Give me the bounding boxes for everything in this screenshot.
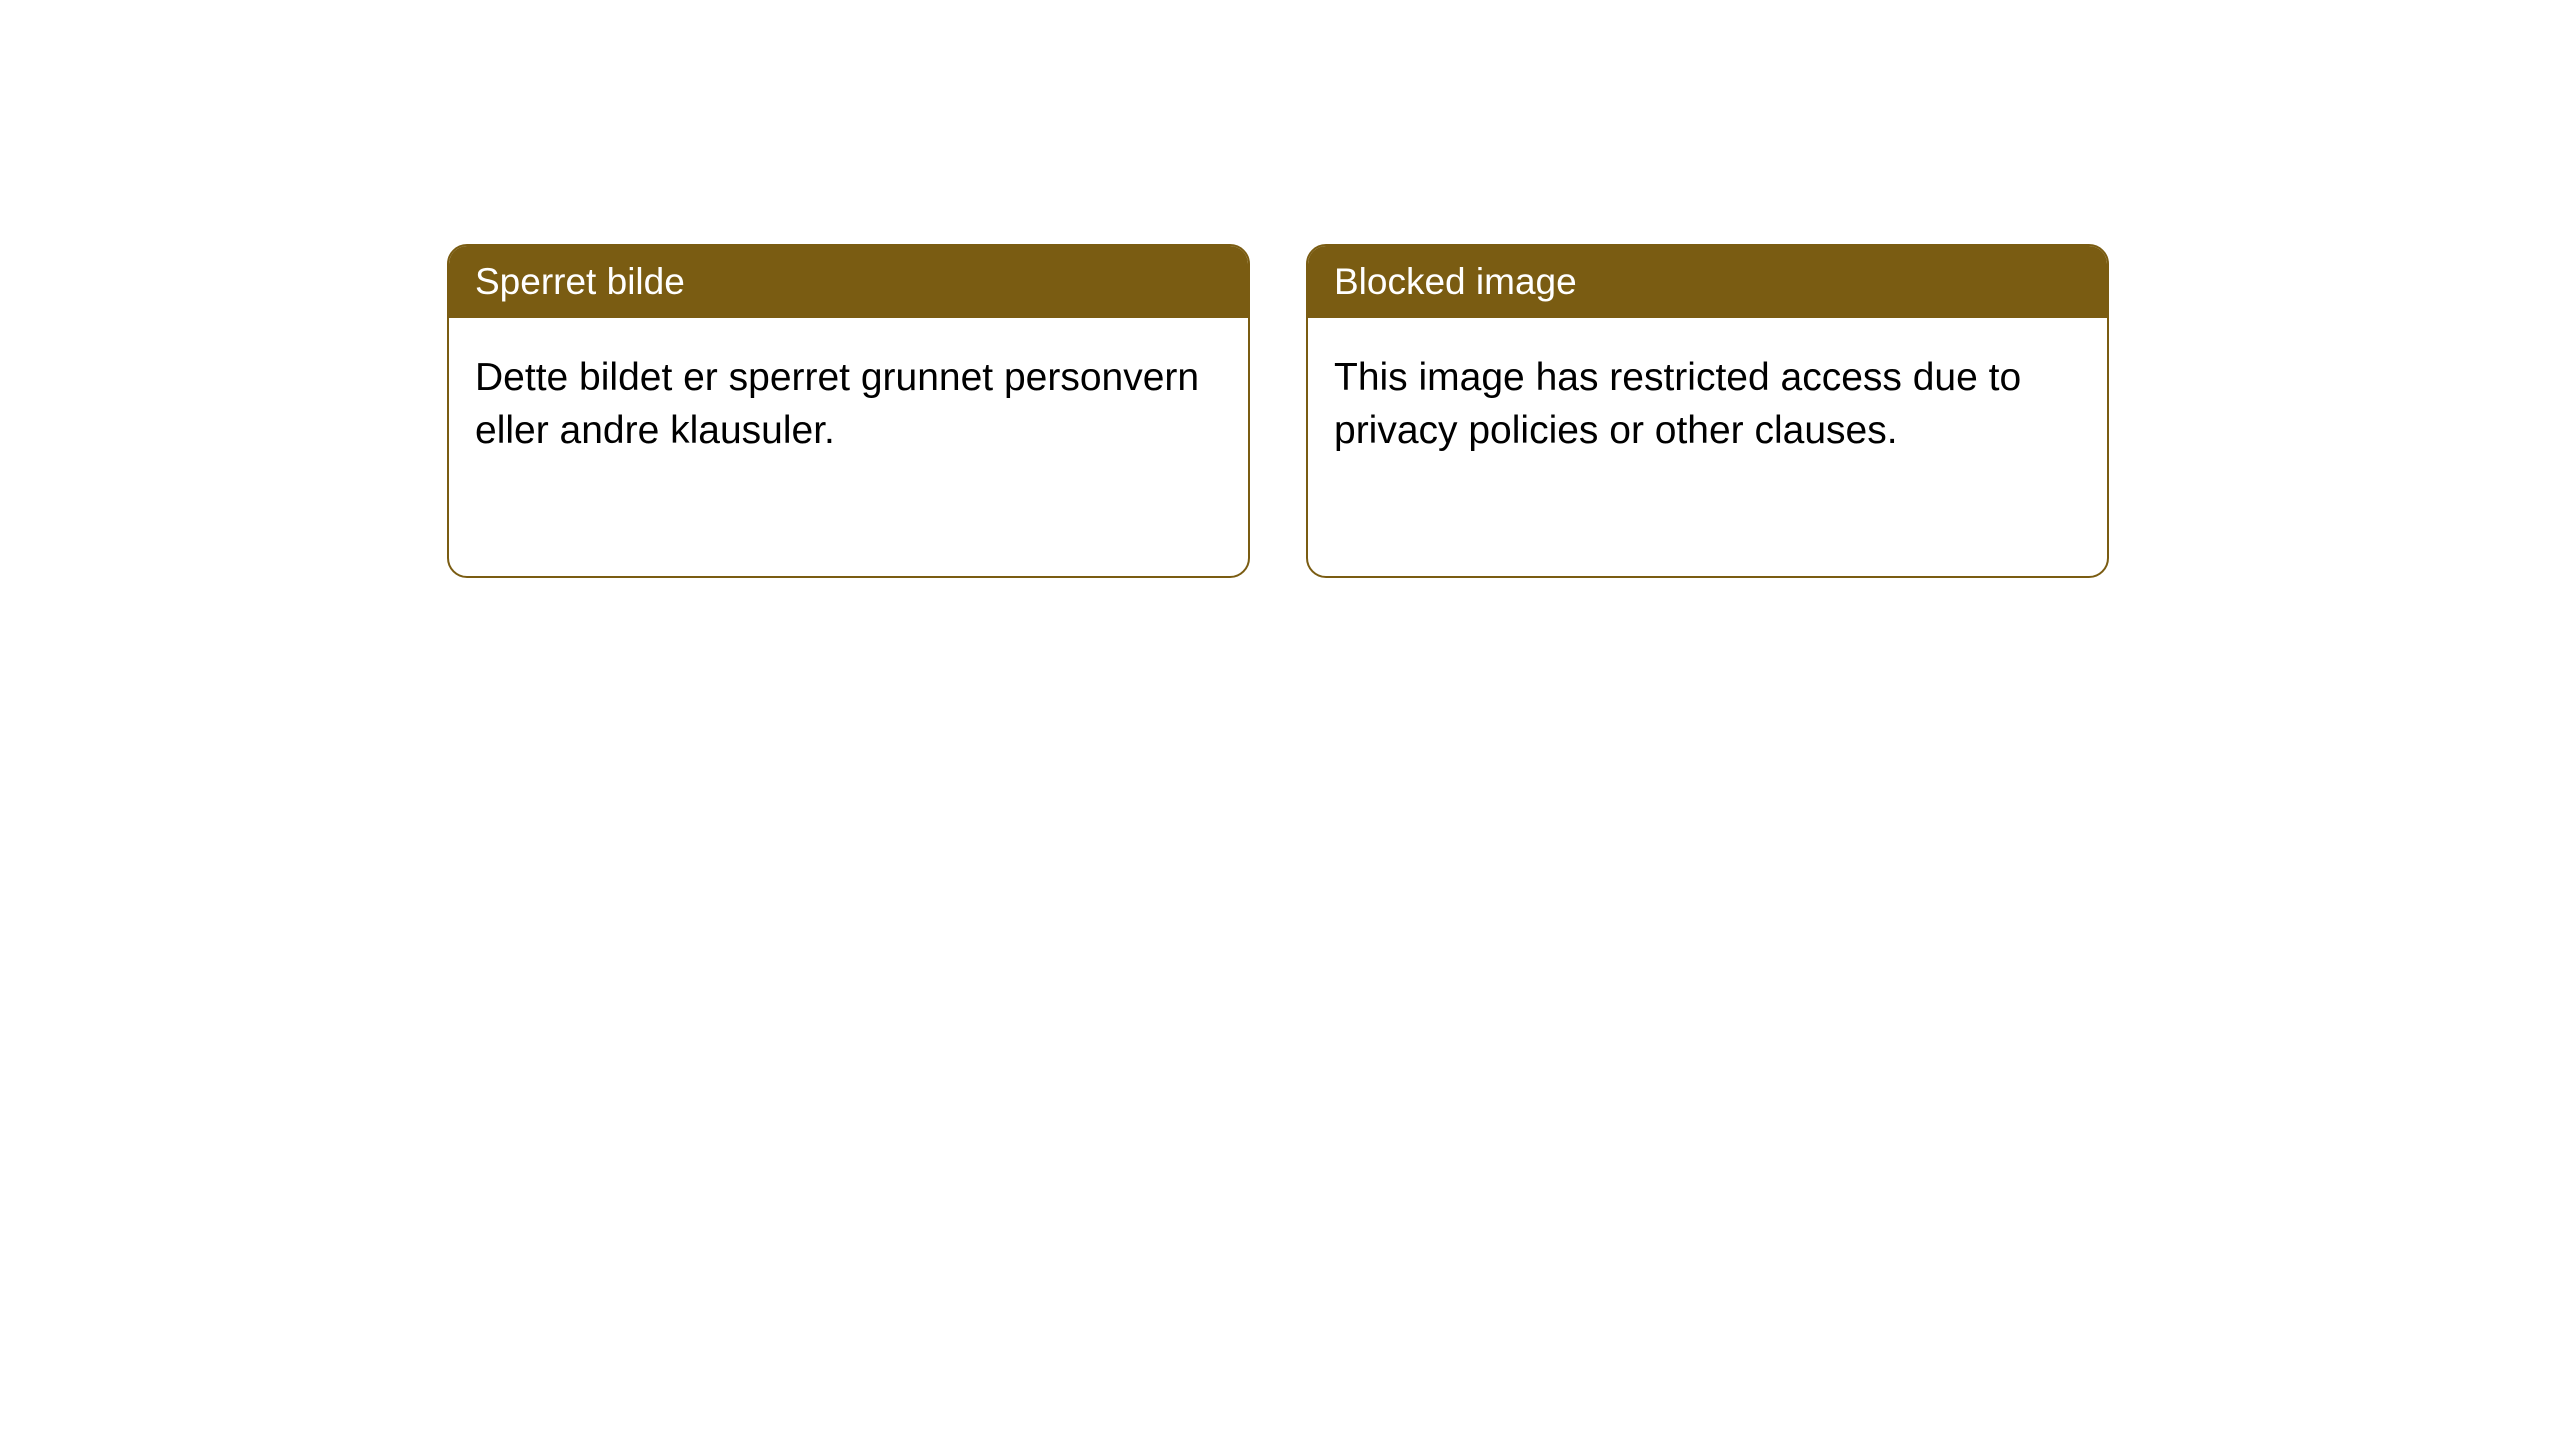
card-body-en: This image has restricted access due to … [1308, 318, 2107, 491]
card-header-en: Blocked image [1308, 246, 2107, 318]
blocked-image-card-en: Blocked image This image has restricted … [1306, 244, 2109, 578]
blocked-image-card-no: Sperret bilde Dette bildet er sperret gr… [447, 244, 1250, 578]
card-title-no: Sperret bilde [475, 261, 685, 302]
card-body-no: Dette bildet er sperret grunnet personve… [449, 318, 1248, 491]
card-message-no: Dette bildet er sperret grunnet personve… [475, 356, 1199, 452]
card-header-no: Sperret bilde [449, 246, 1248, 318]
card-message-en: This image has restricted access due to … [1334, 356, 2021, 452]
card-title-en: Blocked image [1334, 261, 1577, 302]
blocked-image-cards: Sperret bilde Dette bildet er sperret gr… [447, 244, 2109, 578]
